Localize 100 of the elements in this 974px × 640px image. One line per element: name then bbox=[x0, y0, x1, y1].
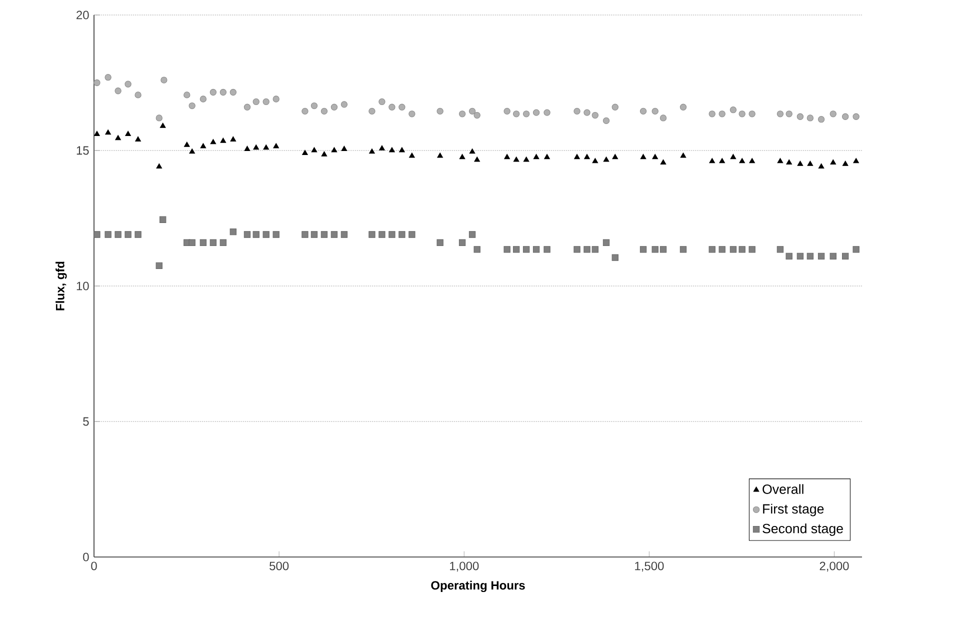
x-tick-label: 1,000 bbox=[450, 562, 479, 572]
point bbox=[652, 154, 658, 160]
point bbox=[220, 88, 227, 96]
point bbox=[134, 92, 142, 98]
point bbox=[378, 98, 386, 106]
point bbox=[230, 88, 237, 96]
point bbox=[398, 231, 406, 238]
point bbox=[230, 228, 237, 236]
point bbox=[368, 108, 376, 115]
point bbox=[302, 150, 308, 156]
x-tick-label: 2,000 bbox=[820, 562, 849, 572]
point bbox=[124, 231, 132, 238]
point bbox=[584, 154, 590, 160]
point bbox=[680, 152, 686, 158]
point bbox=[135, 136, 141, 142]
point bbox=[379, 145, 385, 150]
point bbox=[311, 147, 318, 152]
point bbox=[160, 216, 166, 223]
point bbox=[210, 88, 217, 96]
point bbox=[408, 110, 416, 118]
point bbox=[522, 246, 530, 253]
legend-label: Overall bbox=[762, 484, 804, 494]
point bbox=[652, 246, 658, 253]
legend-label: First stage bbox=[763, 504, 824, 516]
point bbox=[124, 80, 132, 88]
point bbox=[544, 154, 550, 160]
point bbox=[468, 108, 476, 115]
point bbox=[94, 130, 100, 136]
point bbox=[104, 74, 112, 81]
point bbox=[640, 154, 646, 160]
point bbox=[330, 104, 338, 110]
legend-label: Second stage bbox=[762, 523, 843, 536]
point bbox=[220, 138, 226, 143]
point bbox=[320, 108, 328, 115]
point bbox=[474, 156, 480, 162]
point bbox=[200, 143, 206, 148]
point bbox=[230, 136, 236, 142]
y-tick-label: 0 bbox=[83, 552, 89, 562]
point bbox=[640, 108, 647, 115]
point bbox=[114, 231, 122, 238]
point bbox=[592, 112, 598, 119]
point bbox=[574, 154, 580, 160]
y-axis-title: Flux, gfd bbox=[56, 262, 67, 310]
point bbox=[504, 108, 510, 115]
point bbox=[512, 110, 520, 118]
point bbox=[272, 96, 280, 102]
point bbox=[94, 79, 100, 86]
point bbox=[330, 231, 338, 238]
point bbox=[612, 254, 618, 261]
point bbox=[532, 109, 540, 116]
point bbox=[189, 148, 196, 154]
point bbox=[852, 246, 860, 253]
x-tick-label: 0 bbox=[91, 562, 97, 570]
point bbox=[252, 98, 260, 106]
point bbox=[533, 154, 540, 160]
point bbox=[302, 231, 308, 238]
point bbox=[389, 147, 395, 152]
point bbox=[458, 239, 466, 246]
point bbox=[252, 231, 260, 238]
x-tick-label: 1,500 bbox=[635, 562, 664, 572]
point bbox=[200, 239, 207, 246]
point bbox=[331, 147, 338, 152]
point bbox=[730, 154, 736, 160]
y-tick-label: 5 bbox=[83, 417, 89, 426]
point bbox=[748, 110, 756, 118]
point bbox=[320, 231, 328, 238]
point bbox=[262, 98, 270, 106]
point bbox=[796, 252, 804, 260]
point bbox=[786, 159, 792, 164]
x-tick-label: 500 bbox=[270, 562, 289, 570]
point bbox=[200, 96, 207, 102]
point bbox=[680, 246, 687, 253]
point bbox=[738, 110, 746, 118]
point bbox=[612, 154, 618, 160]
point bbox=[842, 252, 849, 260]
point bbox=[584, 246, 590, 253]
point bbox=[806, 252, 814, 260]
point bbox=[398, 104, 406, 110]
point bbox=[807, 160, 814, 166]
point bbox=[437, 152, 443, 158]
point bbox=[719, 158, 726, 164]
y-tick-label: 20 bbox=[76, 10, 89, 20]
point bbox=[818, 116, 825, 123]
point bbox=[612, 104, 618, 110]
point bbox=[341, 146, 348, 151]
point bbox=[592, 158, 598, 164]
point bbox=[468, 231, 476, 238]
point bbox=[504, 154, 510, 160]
point bbox=[160, 76, 168, 84]
point bbox=[94, 231, 100, 238]
point bbox=[408, 231, 416, 238]
point bbox=[114, 88, 122, 94]
point bbox=[730, 246, 737, 253]
point bbox=[818, 252, 825, 260]
point bbox=[786, 252, 792, 260]
point bbox=[776, 110, 784, 118]
point bbox=[244, 104, 251, 110]
point bbox=[210, 139, 216, 144]
point bbox=[156, 262, 162, 270]
point bbox=[738, 246, 746, 253]
